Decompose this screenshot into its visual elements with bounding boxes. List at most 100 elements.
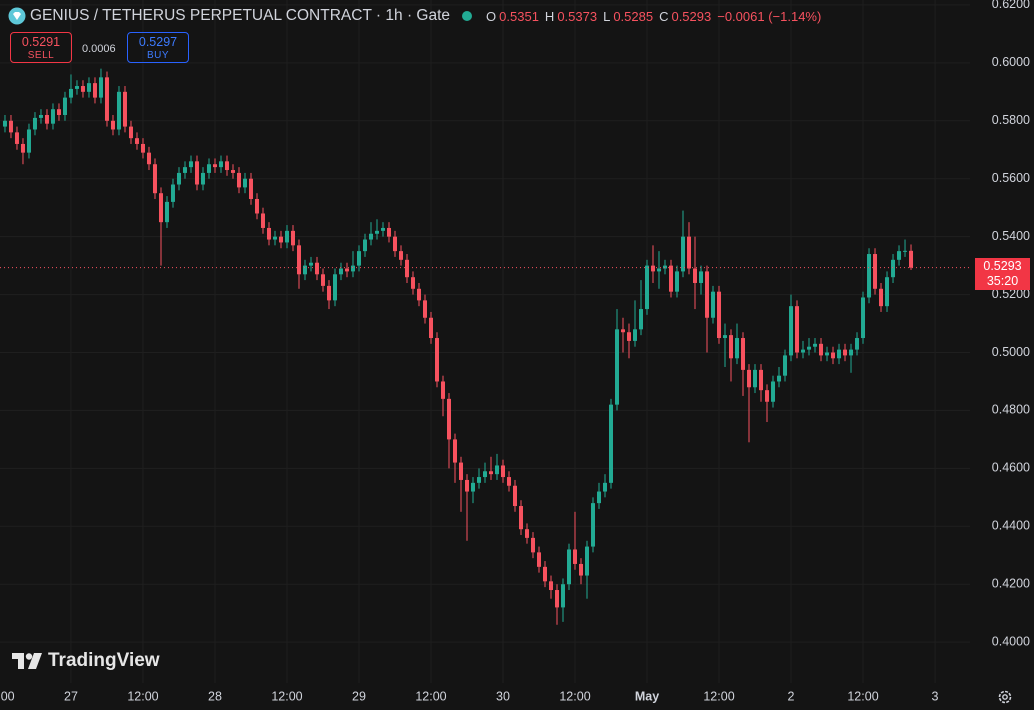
candle-body: [693, 268, 698, 283]
candle-body: [585, 546, 590, 576]
candle-body: [92, 83, 97, 98]
candle-body: [639, 309, 644, 330]
candle-body: [855, 338, 860, 350]
candle-body: [428, 317, 433, 339]
candle-body: [597, 491, 602, 504]
candle-body: [879, 288, 884, 307]
candle-body: [80, 86, 85, 92]
x-tick-label: 30: [496, 689, 510, 703]
y-tick-label: 0.5000: [992, 345, 1030, 359]
candle-body: [717, 291, 722, 339]
candle-body: [302, 265, 307, 275]
candle-body: [777, 375, 782, 382]
candle-body: [254, 198, 259, 214]
candle-body: [873, 254, 878, 289]
candle-body: [627, 332, 632, 341]
candle-body: [705, 271, 710, 318]
last-price-tag: 0.5293 35:20: [975, 258, 1030, 290]
candle-body: [170, 184, 175, 202]
candle-body: [326, 285, 331, 301]
legend-value: 0.5293: [671, 8, 712, 24]
y-tick-label: 0.4200: [992, 577, 1030, 591]
candle-body: [104, 77, 109, 121]
candle-body: [603, 482, 608, 492]
candle-body: [645, 265, 650, 310]
candle-body: [657, 268, 662, 272]
candle-body: [260, 213, 265, 228]
candle-body: [74, 86, 79, 89]
candle-body: [663, 265, 668, 269]
candle-body: [789, 306, 794, 356]
brand-name: TradingView: [48, 650, 160, 671]
x-tick-label: 29: [352, 689, 366, 703]
candle-body: [464, 479, 469, 492]
candle-body: [20, 143, 25, 153]
candle-body: [651, 265, 656, 272]
candle-body: [771, 381, 776, 402]
y-tick-label: 0.4000: [992, 634, 1030, 648]
candle-body: [519, 506, 524, 530]
candle-body: [86, 83, 91, 92]
candle-body: [314, 262, 319, 275]
candle-body: [579, 563, 584, 576]
candle-body: [14, 132, 19, 144]
candle-body: [891, 259, 896, 278]
candle-body: [116, 91, 121, 130]
candle-body: [272, 236, 277, 240]
candle-body: [446, 398, 451, 440]
y-tick-label: 0.4800: [992, 403, 1030, 417]
candle-body: [164, 201, 169, 223]
candle-body: [747, 369, 752, 388]
symbol-title[interactable]: GENIUS / TETHERUS PERPETUAL CONTRACT · 1…: [30, 7, 451, 24]
candle-body: [897, 251, 902, 260]
candle-body: [416, 288, 421, 301]
candle-body: [440, 381, 445, 399]
candle-body: [242, 178, 247, 188]
candle-body: [819, 343, 824, 356]
sell-button[interactable]: 0.5291 SELL: [10, 32, 72, 63]
y-tick-label: 0.4400: [992, 519, 1030, 533]
candle-body: [140, 143, 145, 153]
candle-body: [398, 251, 403, 260]
candle-body: [332, 274, 337, 301]
candle-body: [861, 297, 866, 339]
candle-body: [675, 271, 680, 292]
x-tick-label: 27: [64, 689, 78, 703]
candle-body: [759, 369, 764, 391]
y-tick-label: 0.4600: [992, 461, 1030, 475]
ohlc-legend: O 0.5351 H 0.5373 L 0.5285 C 0.5293 −0.0061 …: [486, 9, 824, 24]
candle-body: [284, 230, 289, 243]
x-tick-label: 12:00: [703, 689, 734, 703]
candle-body: [296, 245, 301, 275]
settings-icon[interactable]: [996, 688, 1014, 706]
candle-body: [723, 335, 728, 339]
candle-body: [615, 329, 620, 405]
candle-body: [555, 590, 560, 608]
candle-body: [320, 274, 325, 286]
candle-body: [885, 277, 890, 307]
candle-body: [867, 254, 872, 298]
legend-change: −0.0061 (−1.14%): [717, 8, 822, 24]
candle-body: [765, 390, 770, 402]
y-tick-label: 0.6000: [992, 55, 1030, 69]
y-tick-label: 0.5800: [992, 113, 1030, 127]
candle-body: [422, 300, 427, 318]
candle-body: [212, 164, 217, 168]
legend-value: 0.5373: [557, 8, 598, 24]
candle-body: [68, 88, 73, 98]
x-tick-label: 3: [932, 689, 939, 703]
candle-body: [633, 329, 638, 341]
candle-body: [729, 335, 734, 359]
candle-body: [188, 161, 193, 168]
candle-body: [236, 172, 241, 188]
y-tick-label: 0.5200: [992, 287, 1030, 301]
candle-body: [801, 349, 806, 353]
brand: TradingView: [12, 650, 160, 672]
buy-button[interactable]: 0.5297 BUY: [127, 32, 189, 63]
candle-body: [513, 485, 518, 507]
candle-body: [134, 138, 139, 144]
candle-body: [501, 465, 506, 478]
candle-body: [849, 349, 854, 356]
